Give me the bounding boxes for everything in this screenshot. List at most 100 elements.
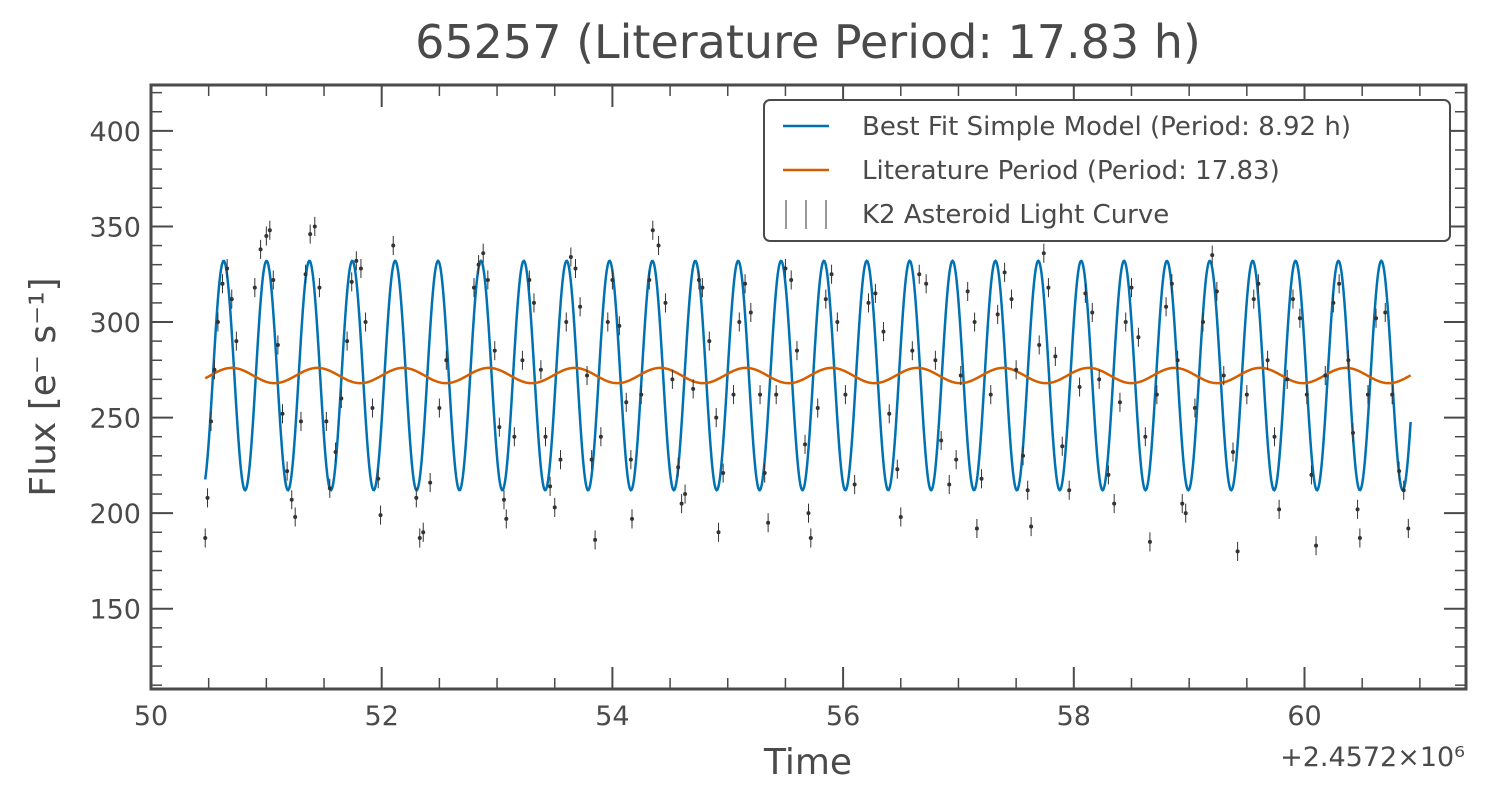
y-tick-label: 350 [89,212,141,243]
data-point [1046,278,1051,298]
data-point [1309,465,1314,485]
data-point [1235,541,1240,561]
data-point [1210,245,1215,265]
data-point [1041,243,1046,263]
data-point [225,258,230,279]
data-point [1175,350,1180,370]
data-point [1136,327,1141,347]
x-tick-label: 58 [1057,701,1091,732]
data-point [1251,289,1256,309]
data-point [1106,465,1111,485]
data-point [428,473,433,493]
plot-frame [149,83,1468,691]
data-point [887,404,892,424]
data-point [1077,377,1082,397]
data-point [823,289,828,309]
data-point [349,272,354,292]
data-point [1029,516,1034,537]
data-point [354,251,359,271]
data-point [497,417,502,437]
data-point [317,278,322,298]
x-tick-label: 52 [365,701,399,732]
data-point [766,513,771,533]
data-point [806,503,811,523]
y-tick-label: 400 [89,117,141,148]
data-point [370,398,375,418]
data-point [1365,385,1370,405]
data-point [972,312,977,332]
data-point [605,312,610,332]
data-point [589,450,594,470]
data-point [716,522,721,542]
data-point [1154,385,1159,405]
data-point [339,388,344,409]
axis-ticks: 50 52 54 56 58 60 150 200 250 300 350 400 [89,85,1466,732]
data-point [676,457,681,477]
data-point [762,463,767,483]
data-point [208,411,213,431]
data-point [552,497,557,517]
data-point [492,341,497,361]
data-point [1214,281,1219,301]
data-point [1083,283,1088,303]
legend-label-literature: Literature Period (Period: 17.83) [862,156,1280,186]
data-point [444,350,449,370]
data-point [958,365,963,386]
chart-title: 65257 (Literature Period: 17.83 h) [415,15,1201,69]
best-fit-line [203,259,1412,492]
data-point [647,270,652,290]
data-point [203,528,208,548]
data-point [1097,369,1102,389]
data-points [203,216,1411,561]
data-point [758,385,763,405]
data-point [271,270,276,290]
data-point [803,434,808,454]
data-point [1230,442,1235,462]
data-point [743,274,748,294]
data-point [1350,423,1355,443]
data-point [808,528,813,548]
data-point [363,312,368,332]
data-point [538,360,543,380]
data-point [639,385,644,405]
data-point [917,264,922,284]
data-point [835,312,840,332]
x-offset-label: +2.4572×10⁶ [1280,742,1465,773]
data-point [979,469,984,489]
data-point [512,427,517,447]
data-point [1383,302,1388,323]
data-point [995,304,1000,324]
data-point [721,463,726,483]
data-point [598,427,603,447]
data-point [789,270,794,290]
data-point [714,408,719,428]
data-point [234,331,239,351]
data-point [1397,461,1402,481]
data-point [1314,536,1319,556]
x-axis-label: Time [763,742,852,783]
data-point [481,243,486,263]
data-point [974,518,979,538]
data-point [289,490,294,510]
data-point [1265,350,1270,370]
data-point [229,289,234,309]
data-point [327,478,332,498]
data-point [1169,274,1174,294]
data-point [1406,518,1411,538]
data-point [1067,480,1072,500]
data-point [1221,365,1226,386]
data-point [1009,289,1014,309]
data-point [1285,369,1290,389]
data-point [417,528,422,548]
data-point [1060,436,1065,456]
data-point [1014,360,1019,380]
data-point [501,490,506,510]
data-point [933,350,938,370]
data-point [1164,297,1169,317]
data-point [345,331,350,351]
x-tick-label: 54 [595,701,629,732]
data-point [298,411,303,431]
data-point [1021,446,1026,466]
legend-box [763,99,1451,242]
